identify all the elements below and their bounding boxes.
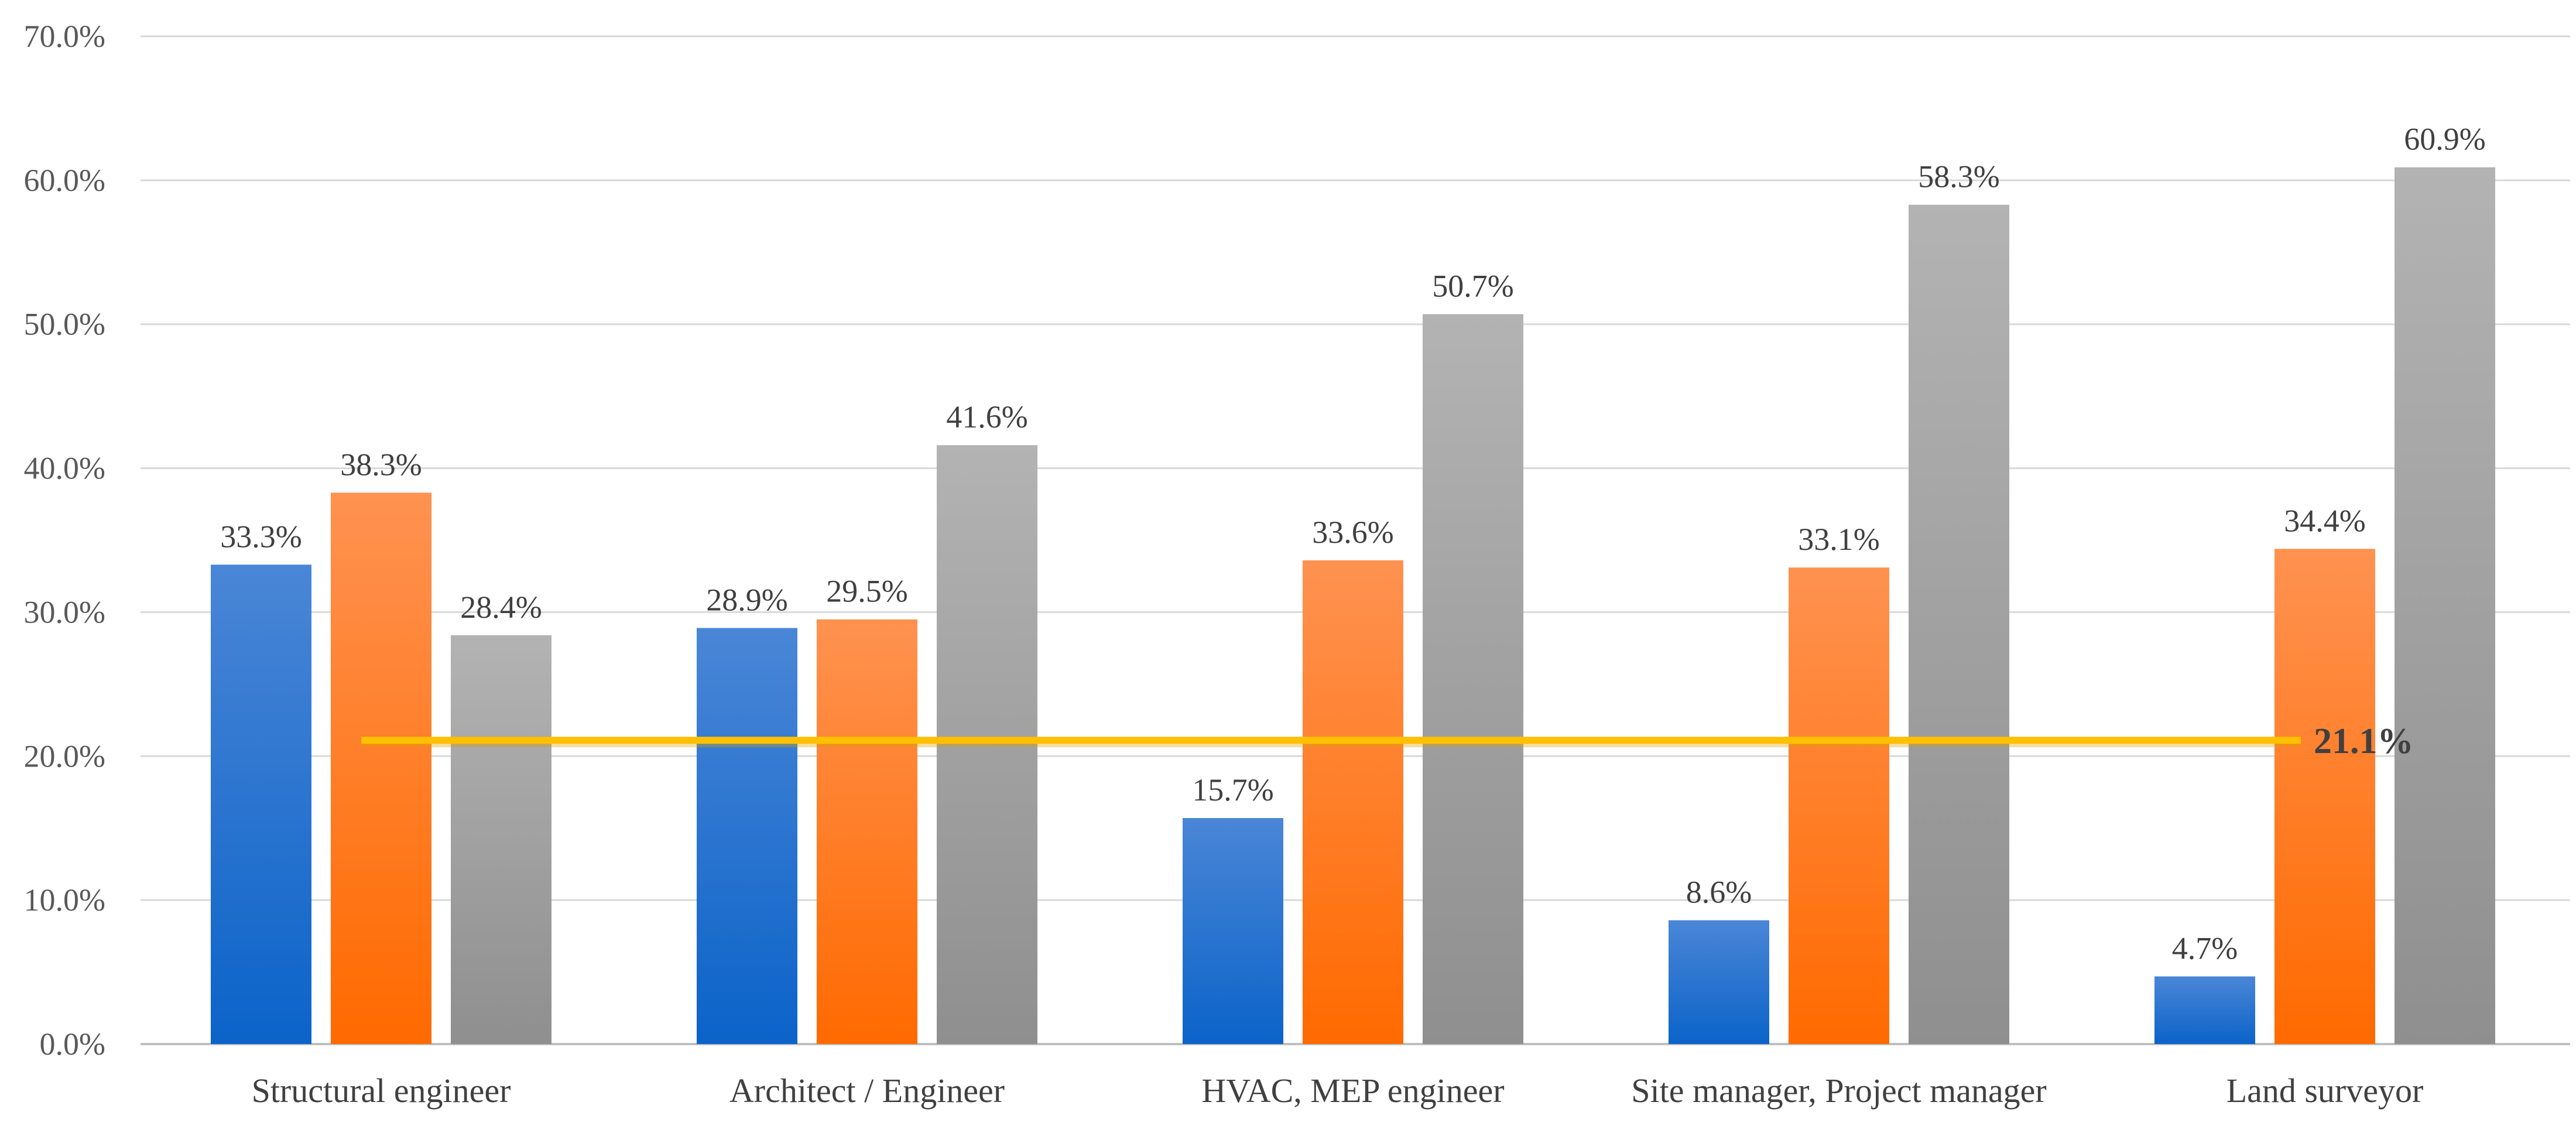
data-labels: 33.3% 38.3% 28.4% 28.9% 29.5% 41.6% 15.7% 33.6%… [220, 122, 2485, 966]
bar-1-1 [211, 564, 311, 1044]
x-category-label: HVAC, MEP engineer [1201, 1072, 1504, 1110]
data-label: 4.7% [2172, 930, 2238, 966]
bar-2-2 [817, 619, 917, 1044]
data-label: 15.7% [1192, 772, 1273, 807]
y-tick-label: 70.0% [24, 19, 105, 54]
y-tick-label: 50.0% [24, 307, 105, 342]
data-label: 60.9% [2404, 122, 2485, 157]
y-tick-label: 30.0% [24, 594, 105, 629]
bars [211, 167, 2495, 1045]
bar-2-1 [331, 492, 431, 1044]
bar-3-2 [937, 445, 1037, 1044]
bar-2-4 [1789, 567, 1889, 1044]
data-label: 29.5% [826, 574, 907, 609]
bar-1-3 [1183, 818, 1283, 1044]
data-label: 50.7% [1432, 269, 1513, 304]
bar-3-1 [451, 635, 551, 1044]
data-label: 34.4% [2284, 503, 2365, 538]
bar-3-5 [2395, 167, 2495, 1045]
data-label: 28.4% [460, 590, 542, 625]
bar-3-4 [1909, 204, 2009, 1045]
x-category-label: Site manager, Project manager [1631, 1072, 2047, 1110]
bar-3-3 [1423, 314, 1523, 1044]
x-category-label: Structural engineer [252, 1072, 511, 1110]
x-axis-categories: Structural engineer Architect / Engineer H… [252, 1072, 2424, 1110]
data-label: 28.9% [706, 582, 787, 617]
bar-1-5 [2154, 976, 2255, 1044]
y-tick-label: 20.0% [24, 738, 105, 774]
data-label: 33.1% [1798, 522, 1879, 557]
x-category-label: Architect / Engineer [729, 1072, 1005, 1110]
bar-2-3 [1303, 560, 1403, 1044]
bar-1-2 [697, 628, 797, 1044]
data-label: 58.3% [1918, 159, 1999, 194]
data-label: 41.6% [946, 399, 1027, 434]
data-label: 33.6% [1312, 515, 1393, 550]
data-label: 33.3% [220, 519, 302, 554]
bar-2-5 [2274, 549, 2375, 1044]
reference-line-group: 21.1% [361, 721, 2414, 761]
reference-line-label: 21.1% [2314, 721, 2414, 761]
bar-1-4 [1669, 920, 1769, 1044]
y-tick-label: 40.0% [24, 451, 105, 486]
data-label: 8.6% [1686, 875, 1752, 910]
y-tick-label: 10.0% [24, 882, 105, 918]
data-label: 38.3% [340, 447, 422, 482]
y-tick-label: 60.0% [24, 163, 105, 198]
y-axis-ticks: 0.0% 10.0% 20.0% 30.0% 40.0% 50.0% 60.0% 70.0% [24, 19, 105, 1062]
y-tick-label: 0.0% [40, 1026, 105, 1062]
x-category-label: Land surveyor [2226, 1072, 2424, 1110]
